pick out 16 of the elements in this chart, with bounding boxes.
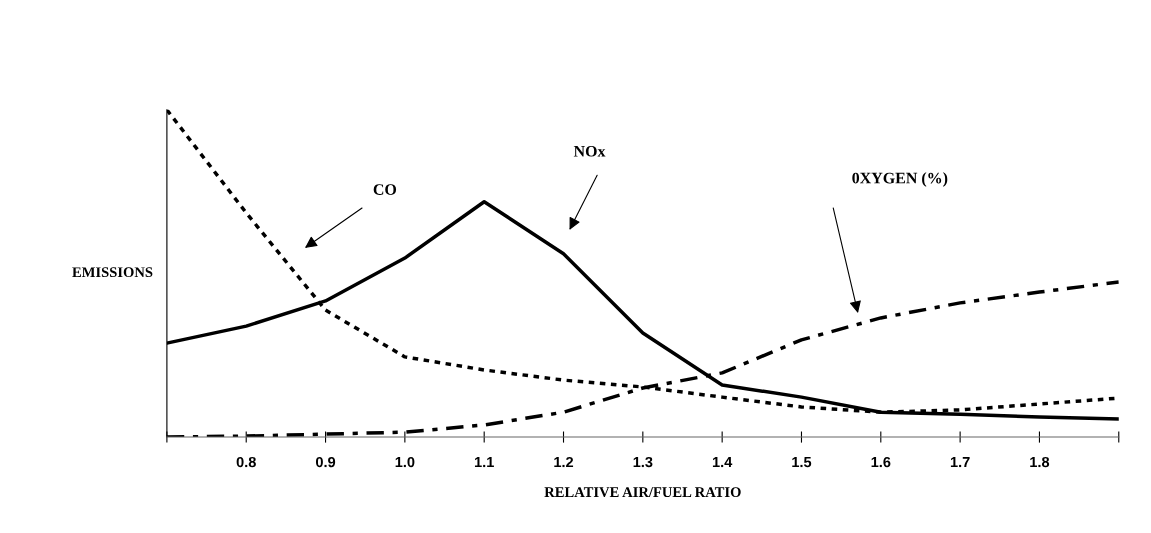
x-tick-label: 0.9 (315, 456, 336, 468)
x-tick-label: 0.8 (236, 456, 256, 468)
x-tick-label: 1.4 (712, 457, 733, 468)
y-axis-title: EMISSIONS (72, 267, 153, 278)
x-tick-label: 1.3 (633, 456, 653, 468)
x-tick-label: 1.1 (474, 457, 494, 468)
annotation: NOx (573, 145, 606, 157)
x-tick-label: 1.5 (792, 457, 812, 468)
annotation: CO (373, 184, 397, 195)
x-tick-label: 1.6 (871, 456, 891, 468)
x-tick-label: 1.8 (1030, 456, 1050, 468)
x-tick-label: 1.0 (395, 456, 415, 468)
x-tick-label: 1.2 (554, 456, 574, 468)
annotation: 0XYGEN (%) (852, 172, 948, 187)
x-axis-title: RELATIVE AIR/FUEL RATIO (544, 487, 741, 498)
x-tick-label: 1.7 (950, 457, 970, 468)
